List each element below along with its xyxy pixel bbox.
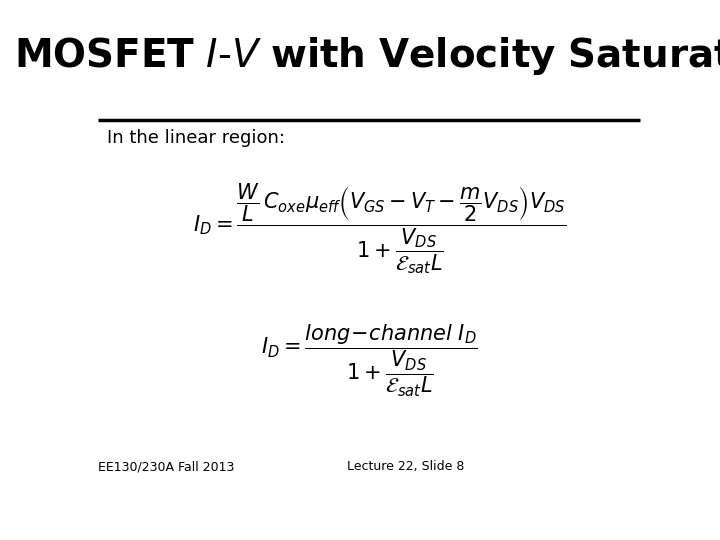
Text: $\mathbf{MOSFET}$ $\mathbf{\mathit{I}\text{-}\mathit{V}}$ $\mathbf{with\ Velocit: $\mathbf{MOSFET}$ $\mathbf{\mathit{I}\te…	[14, 35, 720, 77]
Text: $I_D = \dfrac{long\!-\!channel\ I_D}{1+\dfrac{V_{DS}}{\mathcal{E}_{sat}L}}$: $I_D = \dfrac{long\!-\!channel\ I_D}{1+\…	[261, 322, 477, 399]
Text: Lecture 22, Slide 8: Lecture 22, Slide 8	[347, 460, 464, 473]
Text: EE130/230A Fall 2013: EE130/230A Fall 2013	[99, 460, 235, 473]
Text: $I_D = \dfrac{\dfrac{W}{L}\,C_{oxe}\mu_{eff}\left(V_{GS}-V_T-\dfrac{m}{2}V_{DS}\: $I_D = \dfrac{\dfrac{W}{L}\,C_{oxe}\mu_{…	[194, 181, 567, 276]
Text: In the linear region:: In the linear region:	[107, 129, 284, 147]
